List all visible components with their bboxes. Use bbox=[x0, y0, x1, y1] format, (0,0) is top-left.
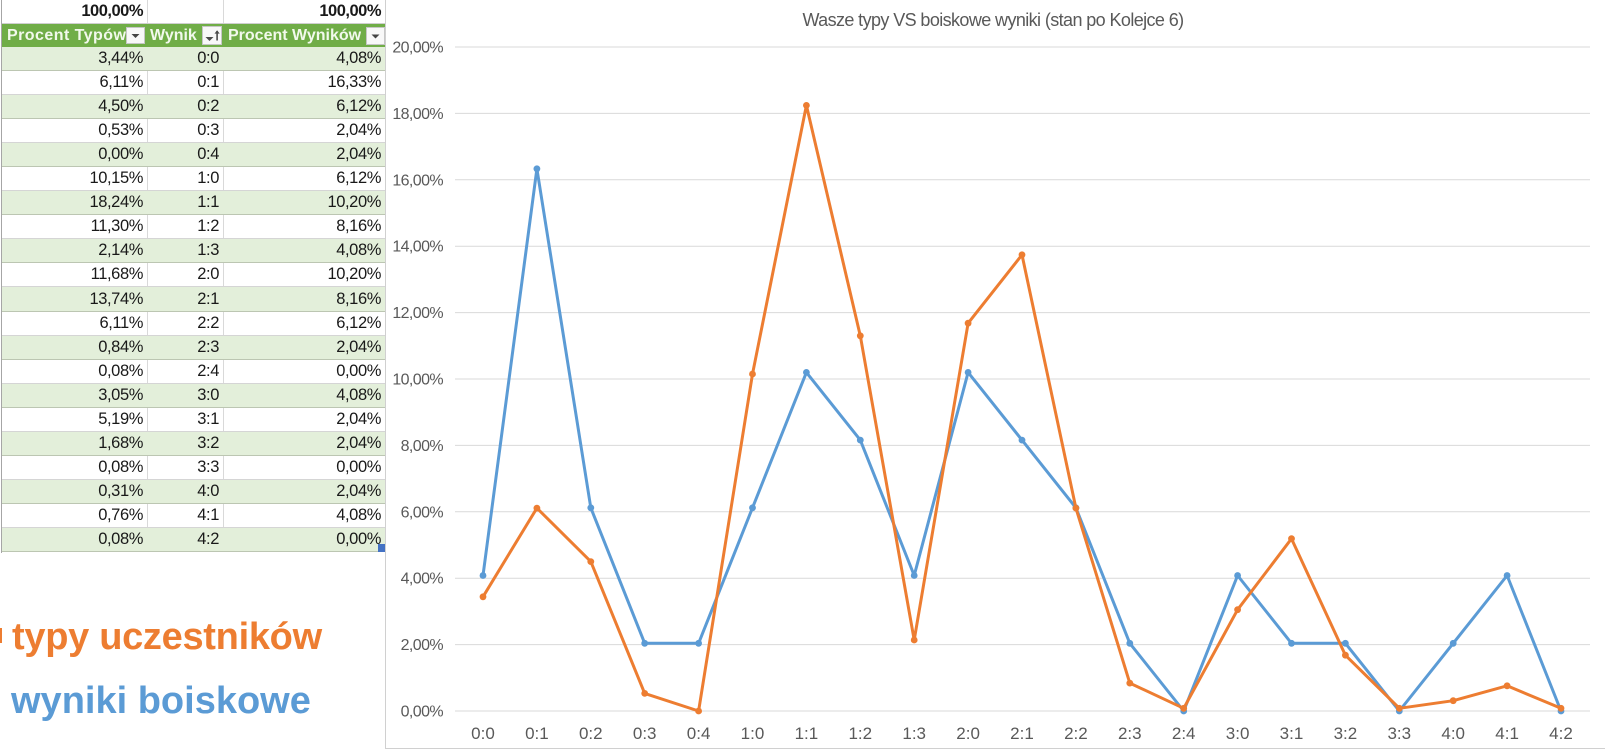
svg-text:4:1: 4:1 bbox=[1495, 724, 1519, 743]
svg-text:3:0: 3:0 bbox=[1226, 724, 1250, 743]
svg-text:1:0: 1:0 bbox=[741, 724, 765, 743]
svg-text:0,00%: 0,00% bbox=[401, 704, 444, 721]
svg-text:2:0: 2:0 bbox=[956, 724, 980, 743]
svg-text:1:2: 1:2 bbox=[848, 724, 872, 743]
svg-text:8,00%: 8,00% bbox=[401, 438, 444, 455]
svg-text:2:1: 2:1 bbox=[1010, 724, 1034, 743]
svg-text:20,00%: 20,00% bbox=[392, 40, 443, 57]
svg-text:1:3: 1:3 bbox=[902, 724, 926, 743]
svg-text:2:3: 2:3 bbox=[1118, 724, 1142, 743]
svg-text:0:1: 0:1 bbox=[525, 724, 549, 743]
svg-text:0:4: 0:4 bbox=[687, 724, 711, 743]
svg-text:0:0: 0:0 bbox=[471, 724, 495, 743]
svg-text:4:0: 4:0 bbox=[1441, 724, 1465, 743]
svg-text:3:3: 3:3 bbox=[1387, 724, 1411, 743]
svg-text:Wasze typy VS boiskowe wyniki: Wasze typy VS boiskowe wyniki (stan po K… bbox=[802, 10, 1183, 30]
svg-text:2,00%: 2,00% bbox=[401, 637, 444, 654]
svg-text:14,00%: 14,00% bbox=[392, 239, 443, 256]
svg-text:0:2: 0:2 bbox=[579, 724, 603, 743]
svg-text:3:1: 3:1 bbox=[1280, 724, 1304, 743]
svg-text:4,00%: 4,00% bbox=[401, 571, 444, 588]
svg-text:2:2: 2:2 bbox=[1064, 724, 1088, 743]
svg-text:0:3: 0:3 bbox=[633, 724, 657, 743]
svg-text:3:2: 3:2 bbox=[1334, 724, 1358, 743]
svg-text:2:4: 2:4 bbox=[1172, 724, 1196, 743]
svg-text:10,00%: 10,00% bbox=[392, 372, 443, 389]
svg-text:18,00%: 18,00% bbox=[392, 106, 443, 123]
svg-text:4:2: 4:2 bbox=[1549, 724, 1573, 743]
svg-text:12,00%: 12,00% bbox=[392, 305, 443, 322]
svg-text:6,00%: 6,00% bbox=[401, 504, 444, 521]
svg-text:1:1: 1:1 bbox=[795, 724, 819, 743]
svg-text:16,00%: 16,00% bbox=[392, 172, 443, 189]
